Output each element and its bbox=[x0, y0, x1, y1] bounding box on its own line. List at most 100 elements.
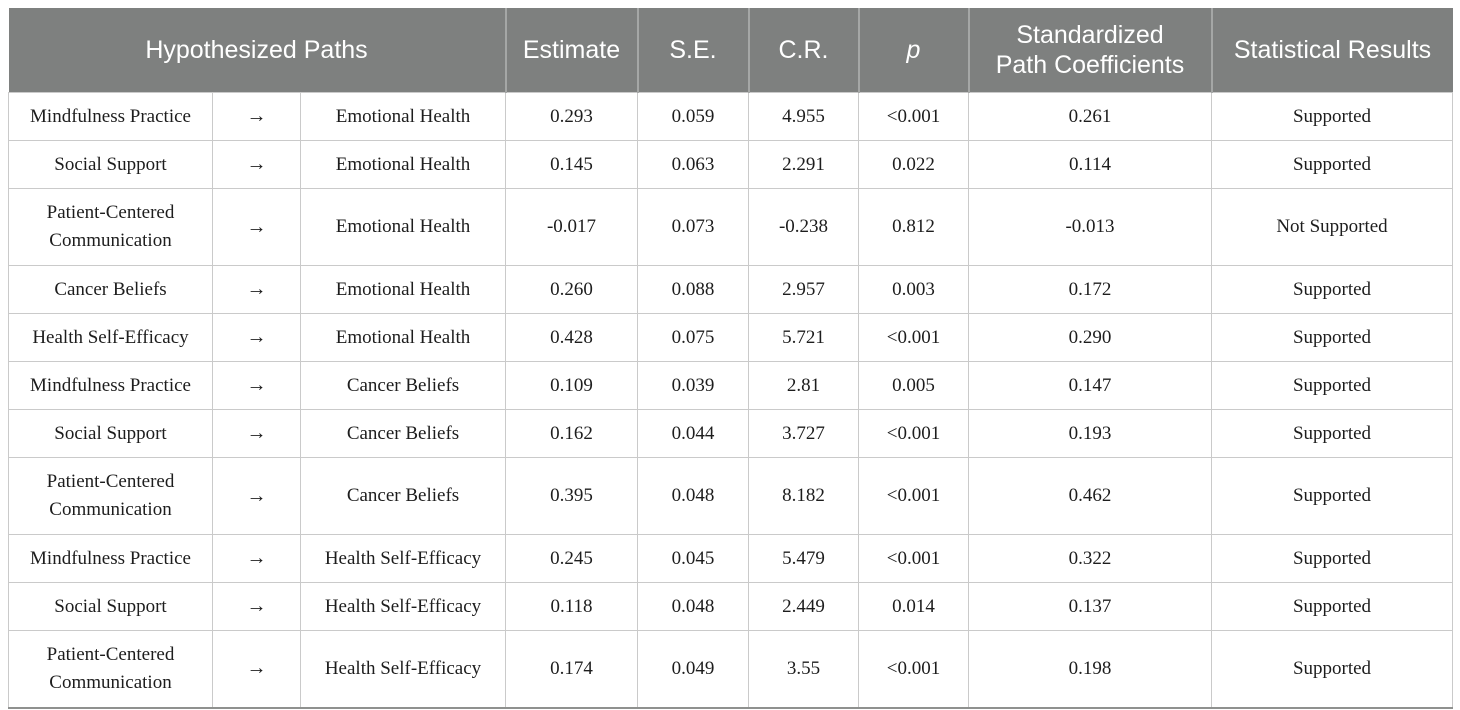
arrow-icon: → bbox=[212, 534, 301, 583]
cell-standardized-coefficient: 0.147 bbox=[968, 361, 1212, 410]
table-row: Social Support → Health Self-Efficacy 0.… bbox=[8, 582, 1453, 631]
cell-target: Emotional Health bbox=[300, 92, 506, 141]
cell-se: 0.088 bbox=[637, 265, 749, 314]
cell-p: 0.005 bbox=[858, 361, 969, 410]
cell-p: <0.001 bbox=[858, 457, 969, 535]
cell-cr: 2.449 bbox=[748, 582, 859, 631]
std-header-line1: Standardized bbox=[1016, 20, 1164, 49]
cell-target: Cancer Beliefs bbox=[300, 457, 506, 535]
cell-cr: 3.55 bbox=[748, 630, 859, 709]
table-row: Health Self-Efficacy → Emotional Health … bbox=[8, 313, 1453, 362]
cell-standardized-coefficient: 0.137 bbox=[968, 582, 1212, 631]
cell-result: Supported bbox=[1211, 361, 1453, 410]
cell-source: Social Support bbox=[8, 409, 213, 458]
cell-cr: 8.182 bbox=[748, 457, 859, 535]
cell-estimate: 0.395 bbox=[505, 457, 638, 535]
arrow-icon: → bbox=[212, 188, 301, 266]
cell-estimate: -0.017 bbox=[505, 188, 638, 266]
cell-standardized-coefficient: 0.322 bbox=[968, 534, 1212, 583]
cell-estimate: 0.260 bbox=[505, 265, 638, 314]
cell-source: Patient-Centered Communication bbox=[8, 630, 213, 709]
cell-cr: 5.479 bbox=[748, 534, 859, 583]
cell-standardized-coefficient: 0.462 bbox=[968, 457, 1212, 535]
cell-source: Patient-Centered Communication bbox=[8, 457, 213, 535]
cell-target: Health Self-Efficacy bbox=[300, 630, 506, 709]
cell-result: Supported bbox=[1211, 265, 1453, 314]
cell-result: Supported bbox=[1211, 457, 1453, 535]
cell-result: Supported bbox=[1211, 313, 1453, 362]
std-header-line2: Path Coefficients bbox=[995, 51, 1185, 79]
cell-source: Health Self-Efficacy bbox=[8, 313, 213, 362]
cell-p: <0.001 bbox=[858, 313, 969, 362]
cell-result: Supported bbox=[1211, 92, 1453, 141]
header-row: Hypothesized Paths Estimate S.E. C.R. p … bbox=[8, 8, 1453, 93]
cell-p: <0.001 bbox=[858, 92, 969, 141]
arrow-icon: → bbox=[212, 92, 301, 141]
cell-result: Supported bbox=[1211, 582, 1453, 631]
cell-estimate: 0.428 bbox=[505, 313, 638, 362]
cell-cr: 3.727 bbox=[748, 409, 859, 458]
cell-estimate: 0.162 bbox=[505, 409, 638, 458]
path-analysis-table: Hypothesized Paths Estimate S.E. C.R. p … bbox=[8, 8, 1453, 709]
cell-se: 0.039 bbox=[637, 361, 749, 410]
cell-result: Not Supported bbox=[1211, 188, 1453, 266]
col-header-hypothesized-paths: Hypothesized Paths bbox=[8, 8, 506, 93]
cell-estimate: 0.174 bbox=[505, 630, 638, 709]
arrow-icon: → bbox=[212, 313, 301, 362]
arrow-icon: → bbox=[212, 265, 301, 314]
cell-target: Health Self-Efficacy bbox=[300, 534, 506, 583]
cell-source: Social Support bbox=[8, 140, 213, 189]
col-header-statistical-results: Statistical Results bbox=[1210, 8, 1453, 93]
table-row: Patient-Centered Communication → Cancer … bbox=[8, 457, 1453, 535]
arrow-icon: → bbox=[212, 409, 301, 458]
cell-standardized-coefficient: 0.193 bbox=[968, 409, 1212, 458]
cell-standardized-coefficient: -0.013 bbox=[968, 188, 1212, 266]
cell-p: 0.003 bbox=[858, 265, 969, 314]
cell-target: Cancer Beliefs bbox=[300, 409, 506, 458]
table-row: Cancer Beliefs → Emotional Health 0.260 … bbox=[8, 265, 1453, 314]
cell-standardized-coefficient: 0.290 bbox=[968, 313, 1212, 362]
cell-standardized-coefficient: 0.172 bbox=[968, 265, 1212, 314]
cell-cr: 4.955 bbox=[748, 92, 859, 141]
arrow-icon: → bbox=[212, 140, 301, 189]
arrow-icon: → bbox=[212, 361, 301, 410]
cell-result: Supported bbox=[1211, 409, 1453, 458]
cell-source: Mindfulness Practice bbox=[8, 92, 213, 141]
cell-se: 0.063 bbox=[637, 140, 749, 189]
table-row: Social Support → Cancer Beliefs 0.162 0.… bbox=[8, 409, 1453, 458]
cell-target: Health Self-Efficacy bbox=[300, 582, 506, 631]
cell-source: Mindfulness Practice bbox=[8, 534, 213, 583]
cell-se: 0.044 bbox=[637, 409, 749, 458]
col-header-cr: C.R. bbox=[747, 8, 859, 93]
cell-p: 0.022 bbox=[858, 140, 969, 189]
cell-se: 0.049 bbox=[637, 630, 749, 709]
table-row: Mindfulness Practice → Health Self-Effic… bbox=[8, 534, 1453, 583]
cell-target: Emotional Health bbox=[300, 313, 506, 362]
cell-se: 0.048 bbox=[637, 582, 749, 631]
cell-cr: 5.721 bbox=[748, 313, 859, 362]
arrow-icon: → bbox=[212, 630, 301, 709]
cell-target: Cancer Beliefs bbox=[300, 361, 506, 410]
cell-estimate: 0.145 bbox=[505, 140, 638, 189]
cell-p: <0.001 bbox=[858, 630, 969, 709]
table-row: Mindfulness Practice → Emotional Health … bbox=[8, 92, 1453, 141]
cell-source: Social Support bbox=[8, 582, 213, 631]
cell-p: <0.001 bbox=[858, 409, 969, 458]
cell-estimate: 0.118 bbox=[505, 582, 638, 631]
cell-cr: 2.291 bbox=[748, 140, 859, 189]
cell-cr: 2.957 bbox=[748, 265, 859, 314]
cell-cr: 2.81 bbox=[748, 361, 859, 410]
cell-result: Supported bbox=[1211, 140, 1453, 189]
table-row: Patient-Centered Communication → Emotion… bbox=[8, 188, 1453, 266]
cell-target: Emotional Health bbox=[300, 188, 506, 266]
col-header-se: S.E. bbox=[636, 8, 749, 93]
cell-p: 0.014 bbox=[858, 582, 969, 631]
cell-source: Cancer Beliefs bbox=[8, 265, 213, 314]
table-row: Patient-Centered Communication → Health … bbox=[8, 630, 1453, 709]
arrow-icon: → bbox=[212, 582, 301, 631]
table-row: Social Support → Emotional Health 0.145 … bbox=[8, 140, 1453, 189]
cell-target: Emotional Health bbox=[300, 140, 506, 189]
cell-standardized-coefficient: 0.198 bbox=[968, 630, 1212, 709]
col-header-standardized-path-coefficients: Standardized Path Coefficients bbox=[967, 8, 1212, 93]
